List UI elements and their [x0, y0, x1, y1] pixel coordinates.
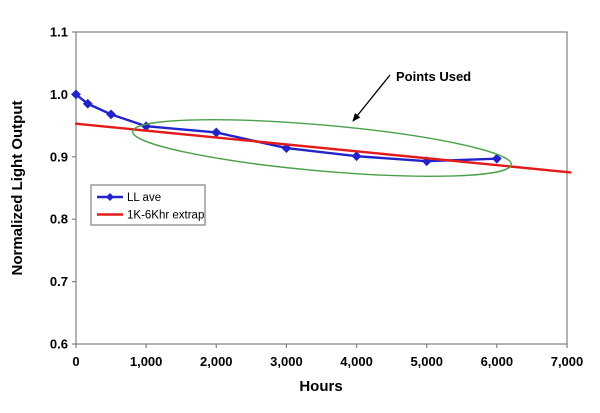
y-tick-label: 0.6 [50, 337, 68, 352]
x-axis-title: Hours [299, 378, 342, 395]
y-tick-label: 0.7 [50, 274, 68, 289]
y-tick-label: 1.1 [50, 25, 68, 40]
data-point-marker [491, 153, 502, 164]
x-tick-label: 2,000 [200, 354, 233, 369]
x-tick-label: 0 [72, 354, 79, 369]
data-point-marker [281, 143, 292, 153]
x-tick-label: 4,000 [340, 354, 373, 369]
y-tick-label: 1.0 [50, 87, 68, 102]
series-line-1k-6khr-extrap [74, 122, 572, 174]
x-tick-label: 5,000 [410, 354, 443, 369]
legend-group: LL ave 1K-6Khr extrap [90, 184, 206, 226]
data-point-marker [351, 151, 362, 162]
annotation-group [132, 74, 512, 177]
x-tick-label: 7,000 [551, 354, 584, 369]
data-point-marker [71, 89, 81, 100]
legend-item-label: 1K-6Khr extrap [127, 210, 204, 222]
legend-sample-marker [106, 193, 114, 201]
axes-group: 0 1,000 2,000 3,000 4,000 5,000 6,000 7,000 1.1 1… [50, 25, 583, 370]
legend-box [90, 184, 206, 226]
annotation-label: Points Used [396, 69, 471, 84]
x-tick-label: 3,000 [270, 354, 303, 369]
data-point-marker [211, 127, 222, 138]
x-tick-label: 6,000 [481, 354, 514, 369]
y-tick-label: 0.9 [50, 149, 68, 164]
points-used-arrow [352, 74, 391, 122]
series-group [71, 89, 572, 174]
y-tick-label: 0.8 [50, 212, 68, 227]
data-point-marker [82, 98, 93, 109]
y-axis-title: Normalized Light Output [9, 101, 26, 276]
data-point-marker [106, 109, 116, 120]
points-used-ellipse [132, 119, 512, 177]
x-tick-label: 1,000 [130, 354, 163, 369]
legend-item-label: LL ave [127, 192, 161, 204]
plot-border [75, 31, 568, 345]
